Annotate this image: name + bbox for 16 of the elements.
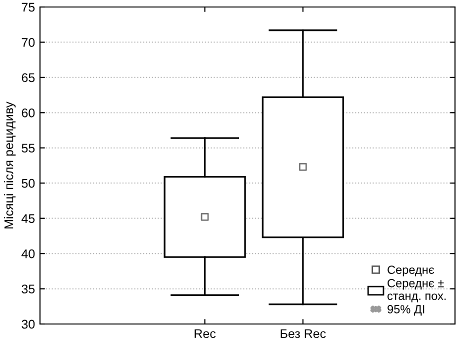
y-tick-label: 40 xyxy=(22,249,35,258)
y-tick-label: 50 xyxy=(22,178,35,188)
y-axis-title: Місяці після рецидиву xyxy=(4,102,16,228)
y-tick-label: 30 xyxy=(22,320,35,329)
x-tick-label: Без Rec xyxy=(280,329,326,338)
y-tick-label: 55 xyxy=(22,144,35,153)
y-tick-label: 70 xyxy=(22,38,35,47)
annotation: Середнє xyxy=(388,266,434,276)
annotation: Середнє ± станд. пох. xyxy=(388,278,446,302)
y-tick-label: 60 xyxy=(22,108,35,118)
y-tick-label: 75 xyxy=(22,2,35,12)
y-tick-label: 65 xyxy=(22,73,35,82)
x-tick-label: Rec xyxy=(194,329,216,338)
y-tick-label: 45 xyxy=(22,214,35,223)
y-tick-label: 35 xyxy=(22,284,35,294)
annotation: 95% ДІ xyxy=(388,305,424,316)
